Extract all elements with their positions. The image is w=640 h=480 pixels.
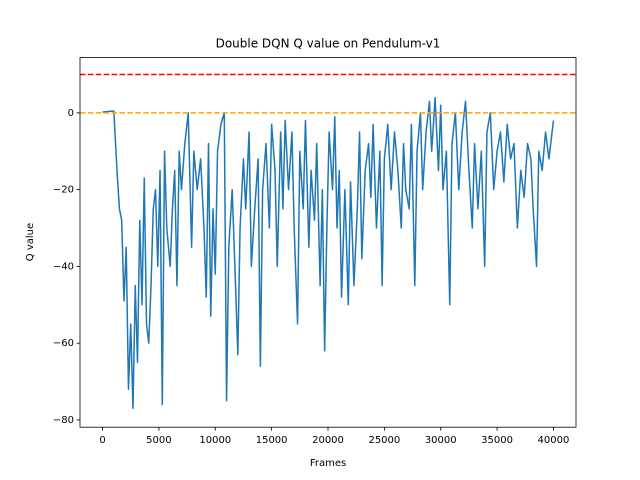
x-tick-label: 30000 <box>425 435 457 446</box>
y-tick-label: −80 <box>53 415 74 426</box>
y-axis-label: Q value <box>25 223 36 261</box>
x-tick-label: 10000 <box>199 435 231 446</box>
x-tick-label: 5000 <box>146 435 171 446</box>
x-tick-label: 0 <box>99 435 105 446</box>
plot-frame <box>79 57 577 428</box>
x-tick-label: 35000 <box>481 435 513 446</box>
y-tick-label: 0 <box>68 108 74 119</box>
x-axis-label: Frames <box>310 458 346 469</box>
chart-title: Double DQN Q value on Pendulum-v1 <box>216 37 441 51</box>
x-tick-label: 25000 <box>368 435 400 446</box>
x-tick-label: 20000 <box>312 435 344 446</box>
y-tick-label: −20 <box>53 185 74 196</box>
x-tick-label: 40000 <box>538 435 570 446</box>
x-tick-label: 15000 <box>256 435 288 446</box>
y-tick-label: −40 <box>53 261 74 272</box>
y-tick-label: −60 <box>53 338 74 349</box>
data-line <box>102 96 555 410</box>
